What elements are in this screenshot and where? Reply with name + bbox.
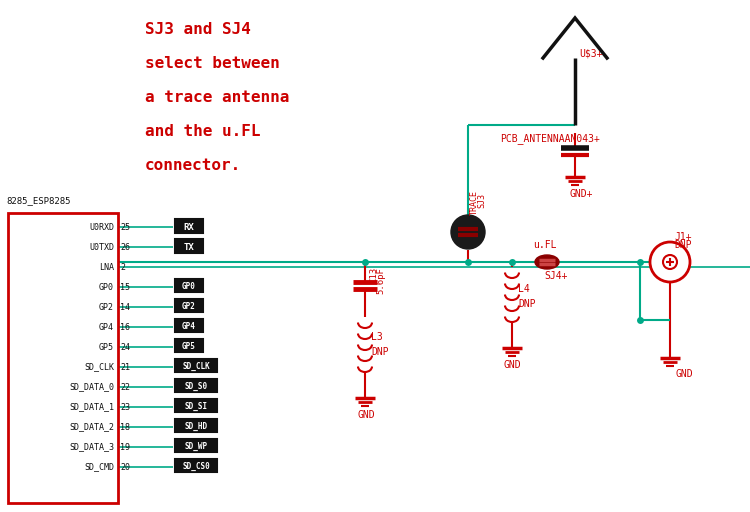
- Text: GP2: GP2: [182, 302, 196, 311]
- Circle shape: [451, 215, 485, 249]
- Text: GP5: GP5: [99, 343, 114, 352]
- Text: GND: GND: [504, 360, 522, 370]
- Bar: [8, 213, 118, 503]
- Text: LNA: LNA: [99, 263, 114, 271]
- FancyBboxPatch shape: [175, 419, 217, 432]
- FancyBboxPatch shape: [175, 359, 217, 372]
- Text: SD_DATA_3: SD_DATA_3: [69, 442, 114, 452]
- Text: 5.6pF: 5.6pF: [376, 267, 385, 294]
- Text: SD_WP: SD_WP: [184, 442, 208, 451]
- Text: 24: 24: [120, 343, 130, 352]
- Text: 26: 26: [120, 243, 130, 252]
- Text: SD_CMD: SD_CMD: [84, 462, 114, 472]
- Ellipse shape: [535, 255, 559, 269]
- FancyBboxPatch shape: [175, 279, 203, 292]
- Text: SD_CLK: SD_CLK: [84, 362, 114, 372]
- Text: PCB_ANTENNAAN043+: PCB_ANTENNAAN043+: [500, 133, 600, 144]
- Text: 2: 2: [120, 263, 125, 272]
- Text: GP2: GP2: [99, 303, 114, 311]
- FancyBboxPatch shape: [175, 339, 203, 352]
- Text: GP4: GP4: [182, 322, 196, 331]
- Text: a trace antenna: a trace antenna: [145, 90, 290, 105]
- Text: 14: 14: [120, 303, 130, 312]
- Text: TX: TX: [184, 243, 194, 251]
- Text: GP4: GP4: [99, 323, 114, 331]
- Text: 21: 21: [120, 363, 130, 372]
- Text: SD_DATA_0: SD_DATA_0: [69, 382, 114, 392]
- Text: U$3+: U$3+: [579, 48, 602, 58]
- Text: 22: 22: [120, 383, 130, 392]
- Text: 23: 23: [120, 403, 130, 412]
- Text: select between: select between: [145, 56, 280, 71]
- FancyBboxPatch shape: [175, 239, 203, 253]
- Text: 20: 20: [120, 463, 130, 472]
- Text: GND: GND: [675, 369, 693, 379]
- Text: L3: L3: [371, 332, 382, 342]
- Text: TRACE: TRACE: [470, 190, 479, 215]
- Text: SJ3: SJ3: [477, 193, 486, 208]
- Text: 8285_ESP8285: 8285_ESP8285: [6, 196, 70, 205]
- Circle shape: [663, 255, 677, 269]
- Text: RX: RX: [184, 223, 194, 231]
- Text: SD_DATA_2: SD_DATA_2: [69, 422, 114, 432]
- Text: J1+: J1+: [674, 232, 692, 242]
- Text: DNP: DNP: [518, 299, 536, 309]
- Text: u.FL: u.FL: [533, 240, 556, 250]
- FancyBboxPatch shape: [175, 439, 217, 452]
- Text: SD_DATA_1: SD_DATA_1: [69, 402, 114, 412]
- Text: DNP: DNP: [674, 240, 692, 250]
- Text: SD_HD: SD_HD: [184, 422, 208, 431]
- Text: GND+: GND+: [570, 189, 593, 199]
- Text: 18: 18: [120, 423, 130, 432]
- Text: SD_CLK: SD_CLK: [182, 362, 210, 371]
- FancyBboxPatch shape: [175, 379, 217, 392]
- Text: GND: GND: [357, 410, 375, 420]
- Text: GP5: GP5: [182, 342, 196, 351]
- Text: SJ3 and SJ4: SJ3 and SJ4: [145, 22, 250, 37]
- FancyBboxPatch shape: [175, 399, 217, 412]
- Text: U0RXD: U0RXD: [89, 223, 114, 231]
- Text: DNP: DNP: [371, 347, 388, 357]
- FancyBboxPatch shape: [175, 319, 203, 332]
- Text: connector.: connector.: [145, 158, 242, 173]
- Text: 15: 15: [120, 283, 130, 292]
- Text: 25: 25: [120, 223, 130, 232]
- Text: SD_S0: SD_S0: [184, 382, 208, 391]
- Text: L4: L4: [518, 284, 530, 294]
- FancyBboxPatch shape: [175, 299, 203, 312]
- Text: GP0: GP0: [99, 283, 114, 291]
- Circle shape: [650, 242, 690, 282]
- Text: U0TXD: U0TXD: [89, 243, 114, 251]
- FancyBboxPatch shape: [175, 459, 217, 472]
- Text: SD_SI: SD_SI: [184, 402, 208, 411]
- Text: SJ4+: SJ4+: [544, 271, 568, 281]
- Text: GP0: GP0: [182, 282, 196, 291]
- Text: 19: 19: [120, 443, 130, 452]
- Text: SD_CS0: SD_CS0: [182, 462, 210, 471]
- Text: 16: 16: [120, 323, 130, 332]
- FancyBboxPatch shape: [175, 219, 203, 233]
- Text: and the u.FL: and the u.FL: [145, 124, 260, 139]
- Text: C13: C13: [369, 267, 378, 283]
